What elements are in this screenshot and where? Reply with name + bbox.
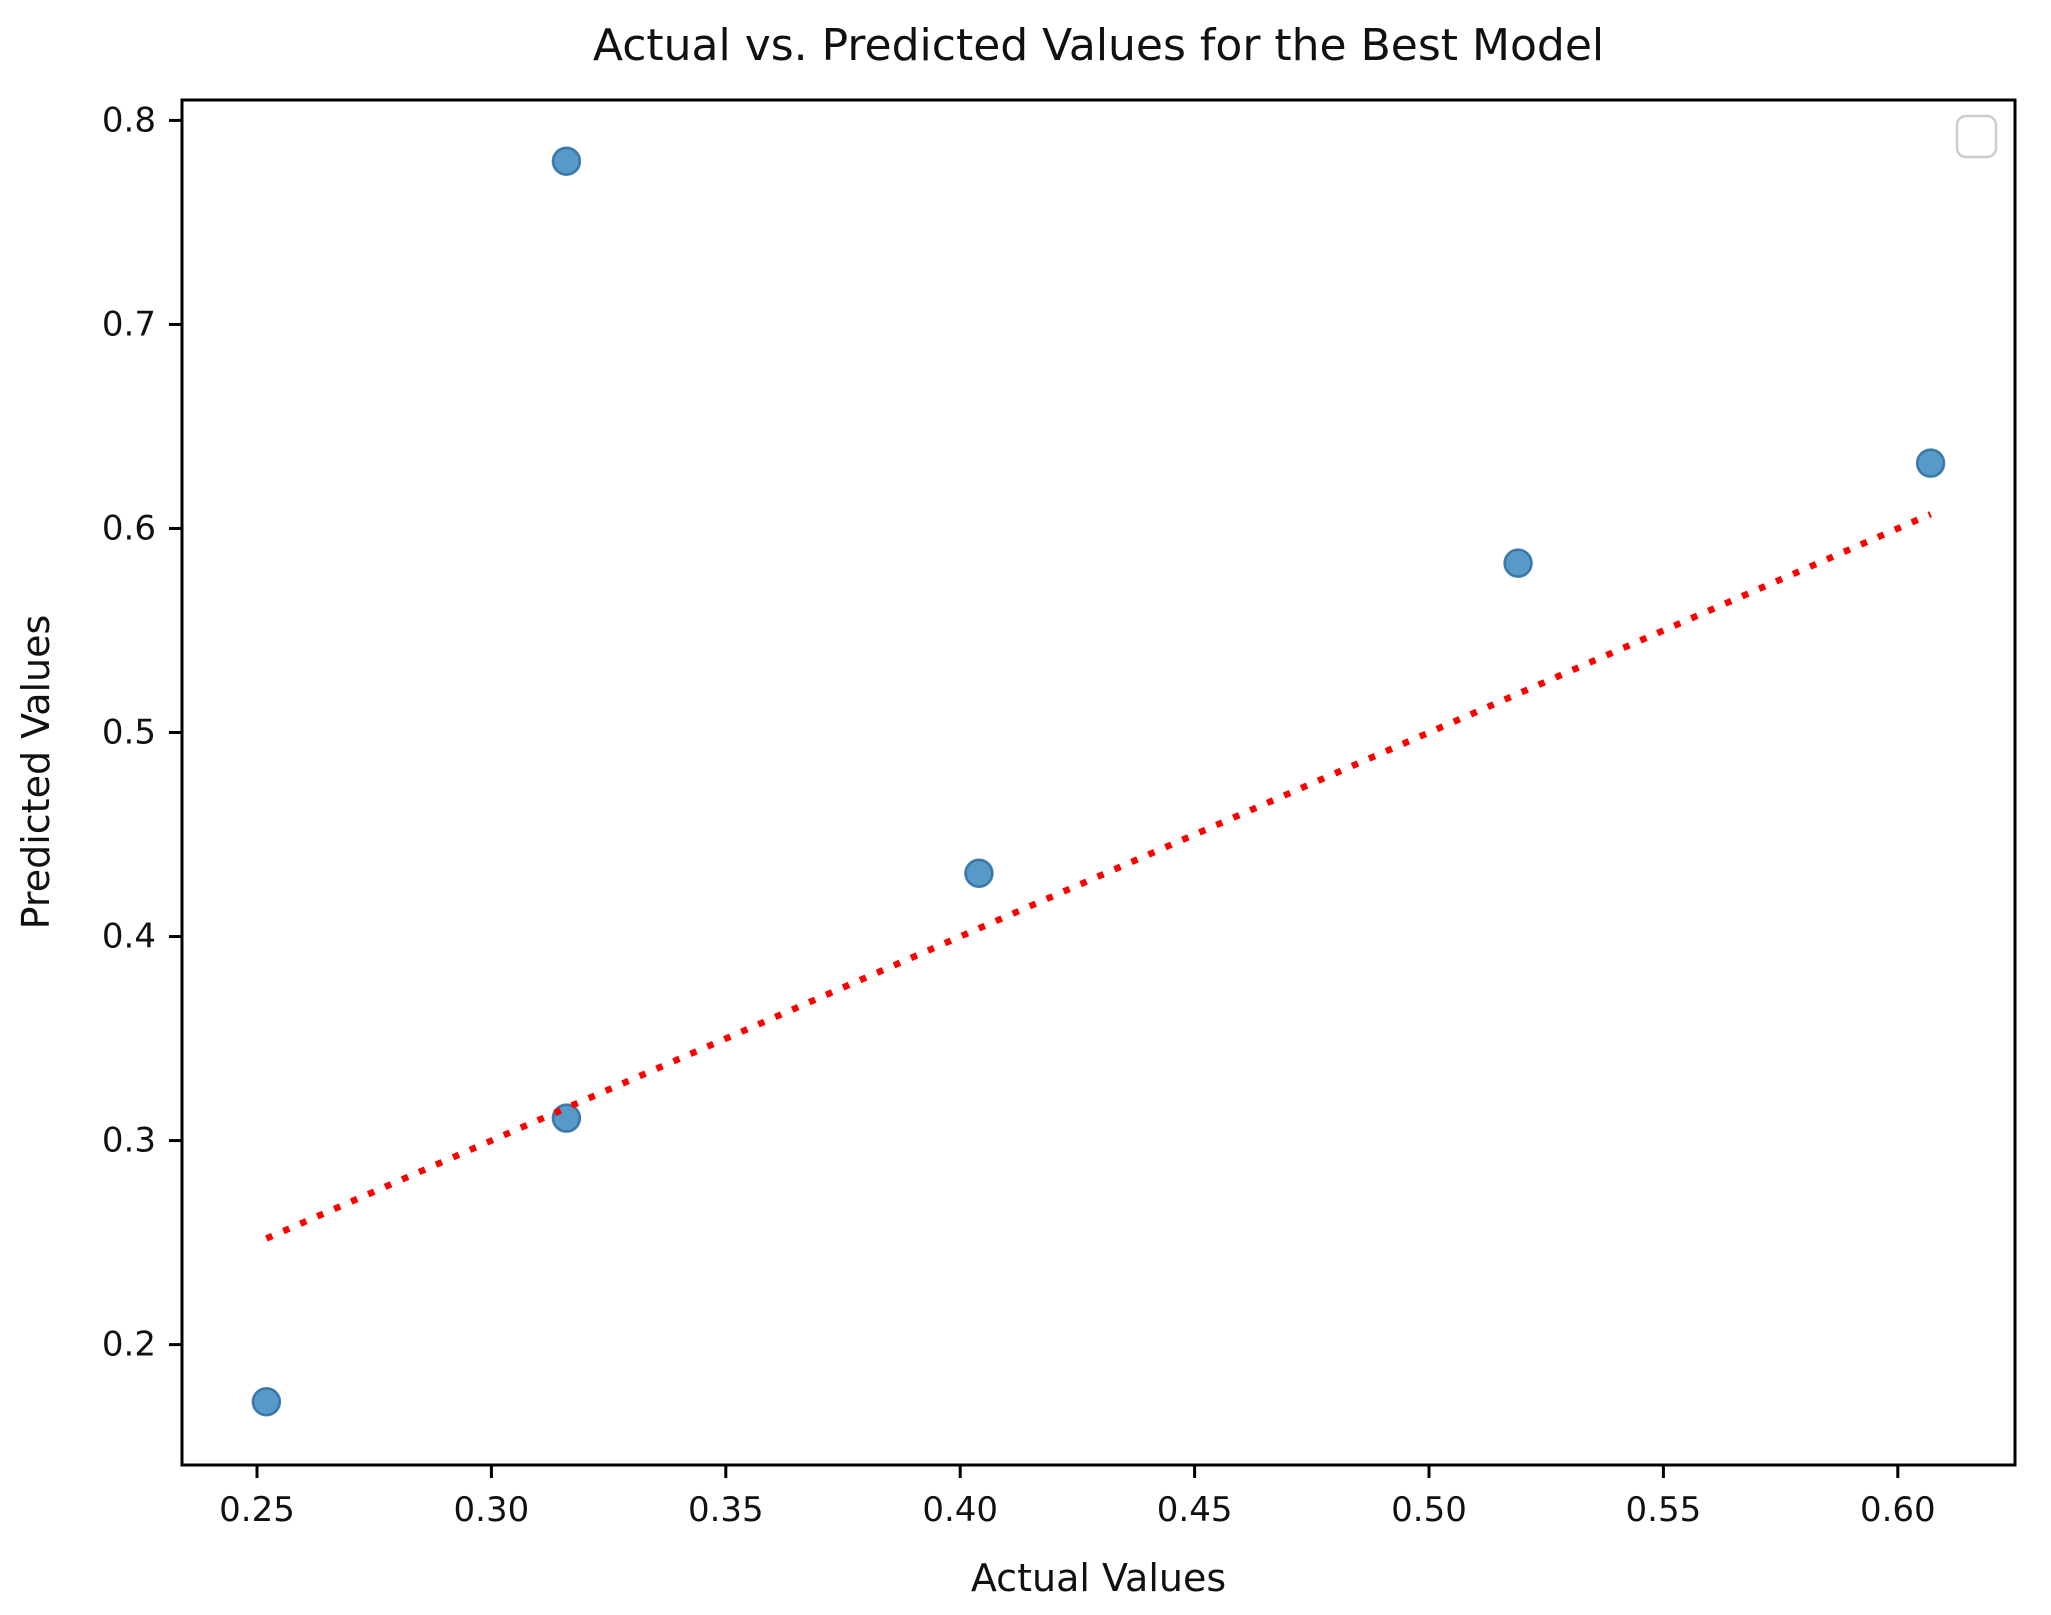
x-tick-label: 0.40: [922, 1490, 998, 1530]
legend-box: [1955, 114, 1998, 159]
x-tick-label: 0.30: [454, 1490, 530, 1530]
scatter-point: [251, 1386, 282, 1417]
y-tick-label: 0.7: [102, 304, 156, 344]
x-tick-label: 0.50: [1391, 1490, 1467, 1530]
x-tick-label: 0.25: [219, 1490, 295, 1530]
scatter-point: [1503, 548, 1533, 578]
x-axis-label: Actual Values: [970, 1556, 1227, 1600]
y-tick-label: 0.8: [102, 100, 156, 140]
scatter-point: [964, 858, 994, 889]
y-tick-label: 0.5: [102, 713, 156, 753]
y-tick-label: 0.3: [102, 1121, 156, 1161]
x-tick-label: 0.60: [1860, 1490, 1936, 1530]
y-tick-label: 0.2: [102, 1325, 156, 1365]
x-tick-label: 0.35: [688, 1490, 764, 1530]
chart-title: Actual vs. Predicted Values for the Best…: [592, 20, 1605, 71]
x-tick-label: 0.55: [1626, 1490, 1702, 1530]
y-axis-label: Predicted Values: [14, 614, 58, 930]
scatter-point: [1915, 448, 1946, 478]
scatter-point: [551, 146, 582, 176]
plot-border: [180, 98, 2017, 1467]
y-tick-label: 0.4: [102, 917, 156, 957]
y-tick-label: 0.6: [102, 508, 156, 548]
identity-line: [265, 511, 1932, 1242]
x-tick-label: 0.45: [1157, 1490, 1233, 1530]
